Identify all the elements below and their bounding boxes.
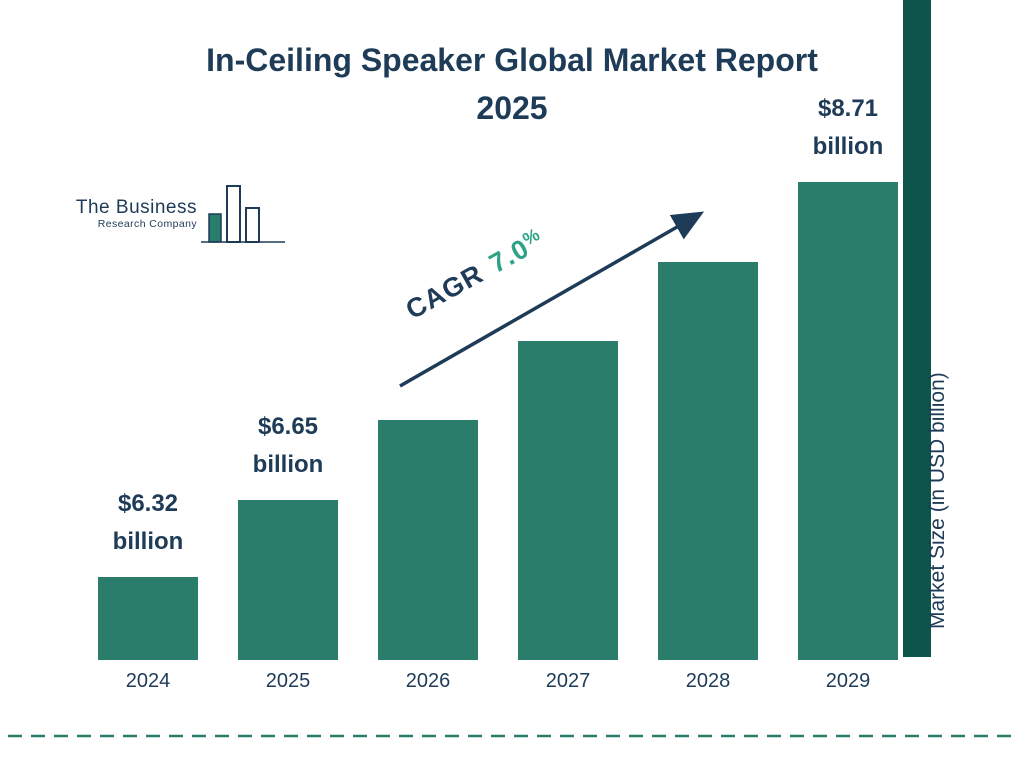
bar-chart: $6.32 billion 2024 $6.65 billion 2025 20… (98, 0, 898, 695)
value-amount: $6.32 (117, 490, 179, 517)
page-title: In-Ceiling Speaker Global Market Report … (0, 36, 1024, 132)
x-tick-2029: 2029 (825, 670, 871, 692)
value-unit: billion (112, 528, 184, 555)
company-logo: The Business Research Company (72, 180, 287, 248)
bar-column-2028: 2028 (658, 262, 758, 695)
bar-column-2029: $8.71 billion 2029 (798, 90, 898, 695)
company-logo-text: The Business Research Company (72, 180, 197, 231)
company-logo-name: The Business (75, 197, 197, 218)
bar-2029 (798, 182, 898, 660)
x-tick-2024: 2024 (125, 670, 171, 692)
bar-value-label: $8.71 billion (813, 90, 884, 166)
bar-column-2024: $6.32 billion 2024 (98, 485, 198, 695)
value-unit: billion (812, 133, 884, 160)
value-unit: billion (252, 451, 324, 478)
company-logo-subname: Research Company (97, 218, 197, 230)
bar-2024 (98, 577, 198, 660)
x-tick-2028: 2028 (685, 670, 731, 692)
right-accent-stripe (903, 0, 931, 657)
x-tick-2025: 2025 (265, 670, 311, 692)
bar-value-label: $6.65 billion (253, 408, 324, 484)
page-title-line1: In-Ceiling Speaker Global Market Report (206, 42, 818, 78)
bar-2028 (658, 262, 758, 660)
page-title-line2: 2025 (476, 90, 548, 126)
y-axis-label: Market Size (in USD billion) (926, 372, 949, 630)
bar-2026 (378, 420, 478, 660)
bar-column-2025: $6.65 billion 2025 (238, 408, 338, 695)
bar-2025 (238, 500, 338, 660)
bar-2027 (518, 341, 618, 660)
bar-column-2026: 2026 (378, 420, 478, 695)
bar-value-label: $6.32 billion (113, 485, 184, 561)
bar-chart-logo-icon (141, 180, 287, 253)
bar-column-2027: 2027 (518, 341, 618, 695)
x-tick-2027: 2027 (545, 670, 591, 692)
value-amount: $8.71 (817, 95, 879, 122)
x-tick-2026: 2026 (405, 670, 451, 692)
value-amount: $6.65 (257, 413, 319, 440)
